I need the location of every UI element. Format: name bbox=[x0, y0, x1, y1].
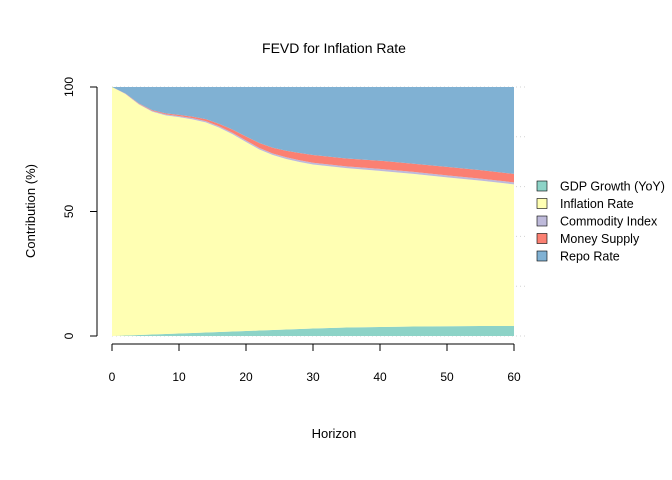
area-gdp-growth-yoy bbox=[112, 326, 514, 336]
x-tick-label: 40 bbox=[373, 370, 387, 384]
legend-swatch bbox=[536, 215, 548, 227]
y-tick-label: 50 bbox=[62, 205, 76, 219]
legend-label: Repo Rate bbox=[560, 250, 620, 264]
area-repo-rate bbox=[112, 87, 514, 174]
stacked-areas bbox=[112, 87, 514, 336]
y-tick-label: 0 bbox=[62, 332, 76, 339]
axes: 0 10 20 30 40 50 60 0 50 100 bbox=[62, 77, 521, 384]
legend-swatch bbox=[536, 233, 548, 244]
x-tick-label: 30 bbox=[306, 370, 320, 384]
y-axis-label: Contribution (%) bbox=[23, 164, 38, 258]
legend-swatch bbox=[536, 180, 548, 192]
legend-label: Money Supply bbox=[560, 232, 640, 246]
y-tick-label: 100 bbox=[62, 77, 76, 97]
chart-title: FEVD for Inflation Rate bbox=[262, 40, 406, 56]
legend-label: Commodity Index bbox=[560, 215, 658, 229]
x-tick-label: 60 bbox=[507, 370, 521, 384]
x-axis-label: Horizon bbox=[312, 426, 357, 441]
x-tick-label: 50 bbox=[440, 370, 454, 384]
x-tick-label: 10 bbox=[172, 370, 186, 384]
legend-swatch bbox=[536, 198, 548, 209]
area-money-supply bbox=[112, 87, 514, 183]
legend-label: GDP Growth (YoY) bbox=[560, 180, 665, 194]
x-tick-label: 20 bbox=[239, 370, 253, 384]
x-tick-label: 0 bbox=[109, 370, 116, 384]
area-inflation-rate bbox=[112, 87, 514, 336]
legend-label: Inflation Rate bbox=[560, 197, 634, 211]
legend-swatch bbox=[536, 250, 548, 262]
legend: GDP Growth (YoY) Inflation Rate Commodity … bbox=[536, 180, 665, 264]
